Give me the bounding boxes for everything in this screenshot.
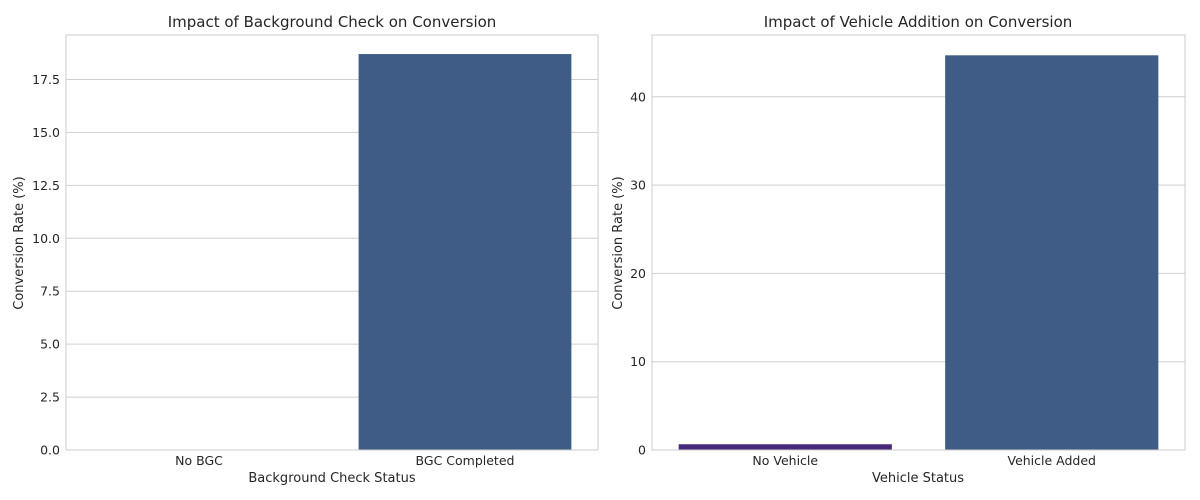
y-tick-label: 0 (638, 443, 646, 458)
gridlines (66, 78, 598, 451)
bar (678, 444, 892, 450)
bar (945, 55, 1159, 451)
x-tick-label: BGC Completed (416, 453, 515, 468)
x-tick-labels: No Vehicle Vehicle Added (752, 453, 1096, 468)
chart-title: Impact of Background Check on Conversion (168, 13, 497, 31)
plot-frame (651, 34, 1186, 451)
y-tick-label: 30 (630, 178, 646, 193)
chart-title: Impact of Vehicle Addition on Conversion (764, 13, 1073, 31)
y-tick-label: 7.5 (40, 284, 60, 299)
bar (358, 54, 572, 450)
y-tick-label: 20 (630, 266, 646, 281)
x-axis-label: Background Check Status (248, 471, 415, 486)
x-tick-label: No BGC (175, 453, 223, 468)
bars (358, 54, 572, 450)
chart-panel-background-check: 0.0 2.5 5.0 7.5 10.0 12.5 15.0 17.5 No BGC BGC C… (12, 13, 599, 486)
x-tick-label: Vehicle Added (1007, 453, 1096, 468)
y-tick-label: 15.0 (32, 125, 60, 140)
chart-panel-vehicle-addition: 0 10 20 30 40 No Vehicle Vehicle Added Impact… (611, 13, 1186, 486)
y-tick-labels: 0.0 2.5 5.0 7.5 10.0 12.5 15.0 17.5 (32, 72, 60, 458)
y-tick-label: 10 (630, 354, 646, 369)
y-tick-label: 17.5 (32, 72, 60, 87)
x-tick-label: No Vehicle (752, 453, 818, 468)
y-axis-label: Conversion Rate (%) (611, 176, 626, 309)
y-tick-label: 5.0 (40, 337, 60, 352)
y-axis-label: Conversion Rate (%) (12, 176, 27, 309)
x-axis-label: Vehicle Status (872, 471, 964, 486)
y-tick-label: 40 (630, 89, 646, 104)
y-tick-label: 12.5 (32, 178, 60, 193)
plot-frame (65, 34, 599, 451)
x-tick-labels: No BGC BGC Completed (175, 453, 514, 468)
y-tick-label: 0.0 (40, 443, 60, 458)
y-tick-labels: 0 10 20 30 40 (630, 89, 646, 457)
y-tick-label: 2.5 (40, 390, 60, 405)
y-tick-label: 10.0 (32, 231, 60, 246)
bars (678, 55, 1159, 451)
